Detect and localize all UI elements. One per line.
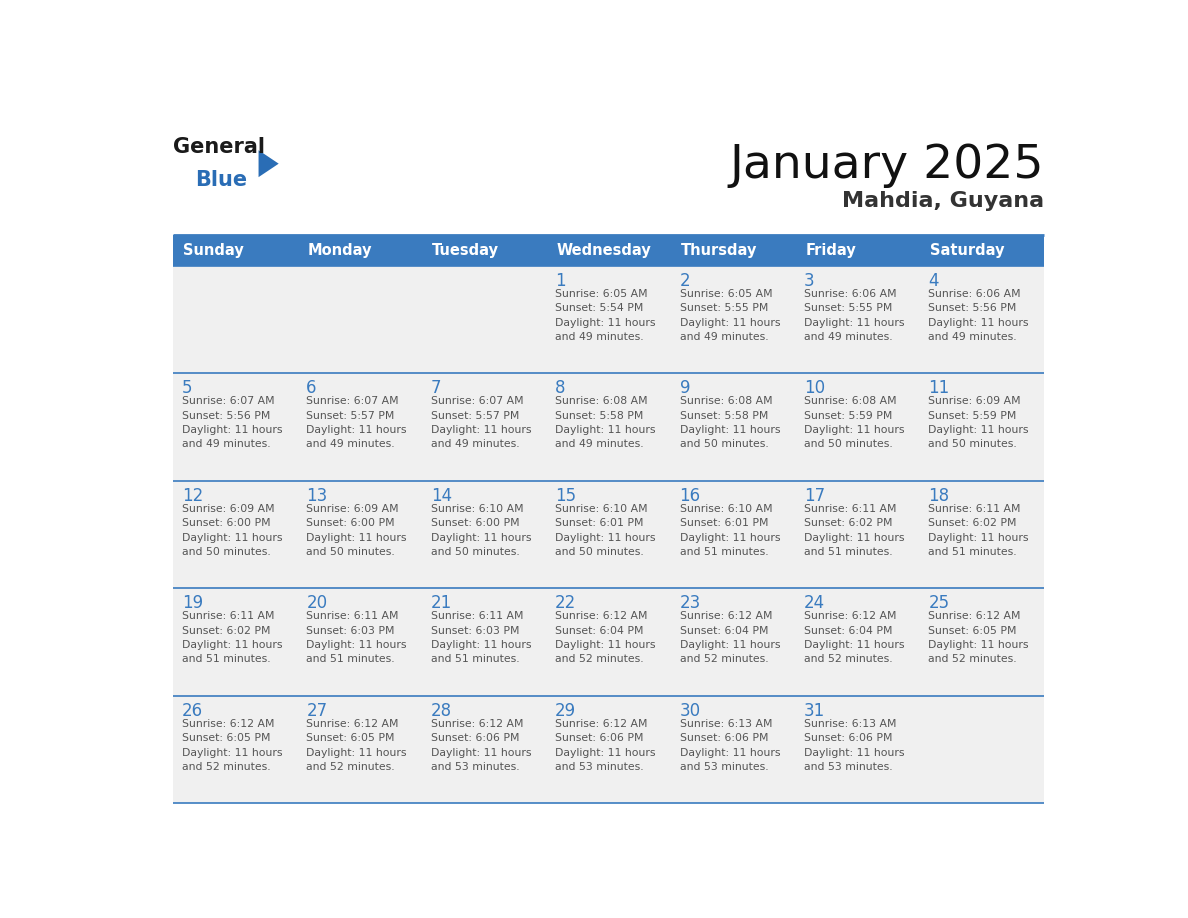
- Text: 13: 13: [307, 487, 328, 505]
- Bar: [173, 588, 1044, 696]
- Text: Sunrise: 6:11 AM
Sunset: 6:02 PM
Daylight: 11 hours
and 51 minutes.: Sunrise: 6:11 AM Sunset: 6:02 PM Dayligh…: [929, 504, 1029, 557]
- Text: Blue: Blue: [195, 170, 247, 190]
- Text: Sunrise: 6:12 AM
Sunset: 6:04 PM
Daylight: 11 hours
and 52 minutes.: Sunrise: 6:12 AM Sunset: 6:04 PM Dayligh…: [555, 611, 656, 665]
- Bar: [173, 235, 298, 265]
- Text: 31: 31: [804, 702, 826, 720]
- Text: 26: 26: [182, 702, 203, 720]
- Text: Thursday: Thursday: [681, 242, 758, 258]
- Text: 10: 10: [804, 379, 826, 397]
- Text: 11: 11: [929, 379, 949, 397]
- Text: 7: 7: [431, 379, 441, 397]
- Text: 21: 21: [431, 594, 451, 612]
- Text: Sunrise: 6:07 AM
Sunset: 5:57 PM
Daylight: 11 hours
and 49 minutes.: Sunrise: 6:07 AM Sunset: 5:57 PM Dayligh…: [307, 397, 406, 450]
- Text: 1: 1: [555, 272, 565, 290]
- Text: 27: 27: [307, 702, 328, 720]
- Text: Sunrise: 6:12 AM
Sunset: 6:04 PM
Daylight: 11 hours
and 52 minutes.: Sunrise: 6:12 AM Sunset: 6:04 PM Dayligh…: [680, 611, 781, 665]
- Text: Sunrise: 6:13 AM
Sunset: 6:06 PM
Daylight: 11 hours
and 53 minutes.: Sunrise: 6:13 AM Sunset: 6:06 PM Dayligh…: [804, 719, 904, 772]
- Text: 4: 4: [929, 272, 939, 290]
- Bar: [173, 481, 1044, 588]
- Bar: [298, 235, 422, 265]
- Polygon shape: [259, 151, 279, 177]
- Text: General: General: [173, 137, 265, 156]
- Text: Tuesday: Tuesday: [432, 242, 499, 258]
- Bar: [173, 374, 1044, 481]
- Text: 12: 12: [182, 487, 203, 505]
- Text: Sunrise: 6:11 AM
Sunset: 6:03 PM
Daylight: 11 hours
and 51 minutes.: Sunrise: 6:11 AM Sunset: 6:03 PM Dayligh…: [307, 611, 406, 665]
- Text: Sunrise: 6:12 AM
Sunset: 6:05 PM
Daylight: 11 hours
and 52 minutes.: Sunrise: 6:12 AM Sunset: 6:05 PM Dayligh…: [307, 719, 406, 772]
- Text: Sunrise: 6:10 AM
Sunset: 6:01 PM
Daylight: 11 hours
and 50 minutes.: Sunrise: 6:10 AM Sunset: 6:01 PM Dayligh…: [555, 504, 656, 557]
- Text: Sunrise: 6:07 AM
Sunset: 5:56 PM
Daylight: 11 hours
and 49 minutes.: Sunrise: 6:07 AM Sunset: 5:56 PM Dayligh…: [182, 397, 283, 450]
- Text: Sunrise: 6:09 AM
Sunset: 5:59 PM
Daylight: 11 hours
and 50 minutes.: Sunrise: 6:09 AM Sunset: 5:59 PM Dayligh…: [929, 397, 1029, 450]
- Text: 20: 20: [307, 594, 328, 612]
- Text: Sunday: Sunday: [183, 242, 244, 258]
- Text: Sunrise: 6:05 AM
Sunset: 5:55 PM
Daylight: 11 hours
and 49 minutes.: Sunrise: 6:05 AM Sunset: 5:55 PM Dayligh…: [680, 289, 781, 342]
- Text: 9: 9: [680, 379, 690, 397]
- Text: 2: 2: [680, 272, 690, 290]
- Text: Sunrise: 6:11 AM
Sunset: 6:02 PM
Daylight: 11 hours
and 51 minutes.: Sunrise: 6:11 AM Sunset: 6:02 PM Dayligh…: [182, 611, 283, 665]
- Text: 19: 19: [182, 594, 203, 612]
- Text: Sunrise: 6:12 AM
Sunset: 6:05 PM
Daylight: 11 hours
and 52 minutes.: Sunrise: 6:12 AM Sunset: 6:05 PM Dayligh…: [182, 719, 283, 772]
- Text: Sunrise: 6:10 AM
Sunset: 6:01 PM
Daylight: 11 hours
and 51 minutes.: Sunrise: 6:10 AM Sunset: 6:01 PM Dayligh…: [680, 504, 781, 557]
- Text: Sunrise: 6:11 AM
Sunset: 6:03 PM
Daylight: 11 hours
and 51 minutes.: Sunrise: 6:11 AM Sunset: 6:03 PM Dayligh…: [431, 611, 531, 665]
- Text: Sunrise: 6:06 AM
Sunset: 5:56 PM
Daylight: 11 hours
and 49 minutes.: Sunrise: 6:06 AM Sunset: 5:56 PM Dayligh…: [929, 289, 1029, 342]
- Text: Sunrise: 6:12 AM
Sunset: 6:06 PM
Daylight: 11 hours
and 53 minutes.: Sunrise: 6:12 AM Sunset: 6:06 PM Dayligh…: [555, 719, 656, 772]
- Bar: [546, 235, 671, 265]
- Bar: [796, 235, 920, 265]
- Text: Sunrise: 6:09 AM
Sunset: 6:00 PM
Daylight: 11 hours
and 50 minutes.: Sunrise: 6:09 AM Sunset: 6:00 PM Dayligh…: [307, 504, 406, 557]
- Text: 14: 14: [431, 487, 451, 505]
- Text: Sunrise: 6:05 AM
Sunset: 5:54 PM
Daylight: 11 hours
and 49 minutes.: Sunrise: 6:05 AM Sunset: 5:54 PM Dayligh…: [555, 289, 656, 342]
- Text: Saturday: Saturday: [930, 242, 1005, 258]
- Bar: [422, 235, 546, 265]
- Text: Sunrise: 6:09 AM
Sunset: 6:00 PM
Daylight: 11 hours
and 50 minutes.: Sunrise: 6:09 AM Sunset: 6:00 PM Dayligh…: [182, 504, 283, 557]
- Text: Sunrise: 6:07 AM
Sunset: 5:57 PM
Daylight: 11 hours
and 49 minutes.: Sunrise: 6:07 AM Sunset: 5:57 PM Dayligh…: [431, 397, 531, 450]
- Text: Sunrise: 6:08 AM
Sunset: 5:58 PM
Daylight: 11 hours
and 50 minutes.: Sunrise: 6:08 AM Sunset: 5:58 PM Dayligh…: [680, 397, 781, 450]
- Text: 28: 28: [431, 702, 451, 720]
- Bar: [671, 235, 796, 265]
- Text: Sunrise: 6:08 AM
Sunset: 5:59 PM
Daylight: 11 hours
and 50 minutes.: Sunrise: 6:08 AM Sunset: 5:59 PM Dayligh…: [804, 397, 904, 450]
- Text: Sunrise: 6:11 AM
Sunset: 6:02 PM
Daylight: 11 hours
and 51 minutes.: Sunrise: 6:11 AM Sunset: 6:02 PM Dayligh…: [804, 504, 904, 557]
- Text: 25: 25: [929, 594, 949, 612]
- Bar: [173, 265, 1044, 374]
- Text: 29: 29: [555, 702, 576, 720]
- Text: 30: 30: [680, 702, 701, 720]
- Text: 15: 15: [555, 487, 576, 505]
- Text: Sunrise: 6:06 AM
Sunset: 5:55 PM
Daylight: 11 hours
and 49 minutes.: Sunrise: 6:06 AM Sunset: 5:55 PM Dayligh…: [804, 289, 904, 342]
- Text: 24: 24: [804, 594, 826, 612]
- Text: Mahdia, Guyana: Mahdia, Guyana: [842, 191, 1044, 211]
- Text: 23: 23: [680, 594, 701, 612]
- Text: 8: 8: [555, 379, 565, 397]
- Text: Sunrise: 6:10 AM
Sunset: 6:00 PM
Daylight: 11 hours
and 50 minutes.: Sunrise: 6:10 AM Sunset: 6:00 PM Dayligh…: [431, 504, 531, 557]
- Text: Sunrise: 6:12 AM
Sunset: 6:06 PM
Daylight: 11 hours
and 53 minutes.: Sunrise: 6:12 AM Sunset: 6:06 PM Dayligh…: [431, 719, 531, 772]
- Text: 18: 18: [929, 487, 949, 505]
- Text: 5: 5: [182, 379, 192, 397]
- Bar: [920, 235, 1044, 265]
- Text: Monday: Monday: [308, 242, 372, 258]
- Text: Sunrise: 6:08 AM
Sunset: 5:58 PM
Daylight: 11 hours
and 49 minutes.: Sunrise: 6:08 AM Sunset: 5:58 PM Dayligh…: [555, 397, 656, 450]
- Text: 6: 6: [307, 379, 317, 397]
- Text: Sunrise: 6:13 AM
Sunset: 6:06 PM
Daylight: 11 hours
and 53 minutes.: Sunrise: 6:13 AM Sunset: 6:06 PM Dayligh…: [680, 719, 781, 772]
- Text: Sunrise: 6:12 AM
Sunset: 6:05 PM
Daylight: 11 hours
and 52 minutes.: Sunrise: 6:12 AM Sunset: 6:05 PM Dayligh…: [929, 611, 1029, 665]
- Text: 17: 17: [804, 487, 826, 505]
- Text: Friday: Friday: [805, 242, 857, 258]
- Bar: [173, 696, 1044, 803]
- Text: 3: 3: [804, 272, 815, 290]
- Text: 16: 16: [680, 487, 701, 505]
- Text: Sunrise: 6:12 AM
Sunset: 6:04 PM
Daylight: 11 hours
and 52 minutes.: Sunrise: 6:12 AM Sunset: 6:04 PM Dayligh…: [804, 611, 904, 665]
- Text: January 2025: January 2025: [729, 142, 1044, 187]
- Text: Wednesday: Wednesday: [557, 242, 651, 258]
- Text: 22: 22: [555, 594, 576, 612]
